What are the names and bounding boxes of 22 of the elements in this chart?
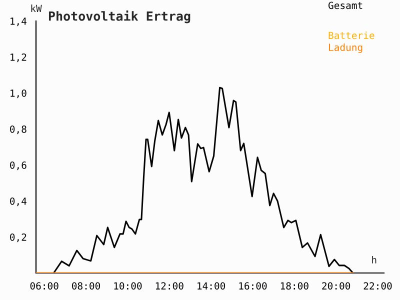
legend-label: Batterie bbox=[328, 32, 374, 40]
x-tick-label: 20:00 bbox=[322, 282, 350, 290]
text: Ladung bbox=[329, 44, 362, 53]
chart-title: Photovoltaik Ertrag bbox=[48, 10, 190, 24]
text: Gesamt bbox=[328, 2, 362, 10]
y-tick-label: 0,8 bbox=[10, 126, 26, 134]
x-tick-label: 06:00 bbox=[30, 282, 58, 290]
x-tick-label: 14:00 bbox=[198, 282, 226, 290]
y-tick-label: 1,0 bbox=[10, 90, 26, 98]
y-tick-label: 0,4 bbox=[10, 198, 27, 206]
y-tick-label: 0,6 bbox=[10, 162, 26, 170]
x-tick-label: 08:00 bbox=[72, 282, 100, 290]
y-axis-title: kW bbox=[31, 4, 42, 12]
x-tick-label: 22:00 bbox=[364, 282, 392, 290]
y-tick-label: 1,4 bbox=[10, 18, 27, 26]
x-tick-label: 16:00 bbox=[239, 282, 267, 290]
x-tick-label: 10:00 bbox=[114, 282, 142, 290]
x-tick-label: 18:00 bbox=[280, 282, 308, 290]
x-axis-title: h bbox=[372, 256, 376, 264]
y-tick-label: 0,2 bbox=[10, 234, 26, 242]
y-tick-label: 1,2 bbox=[10, 54, 26, 62]
x-tick-label: 12:00 bbox=[156, 282, 184, 290]
